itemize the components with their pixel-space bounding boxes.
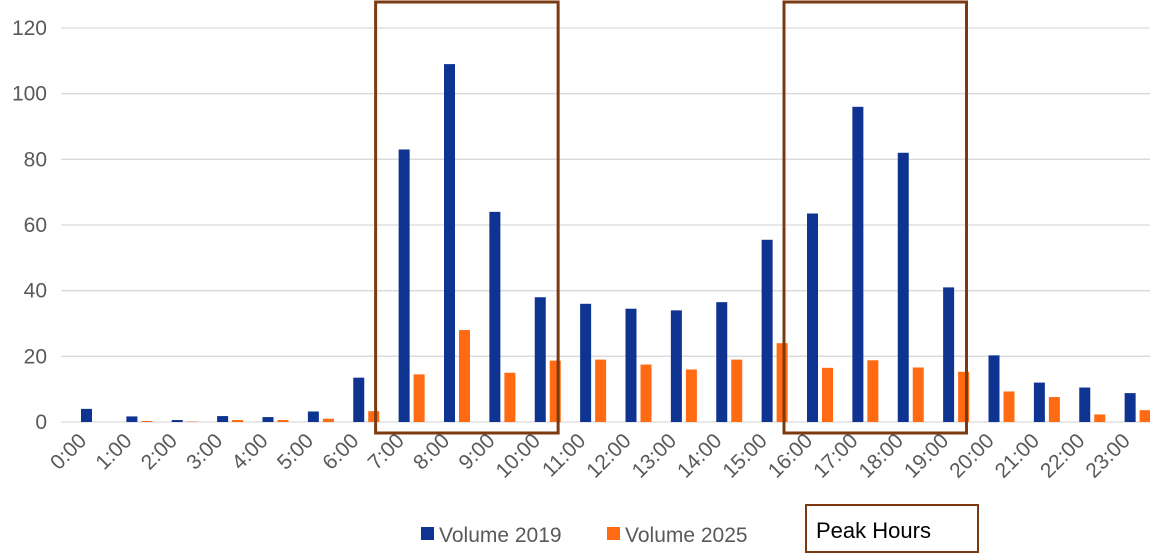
bar-volume-2019-2000 — [988, 355, 1000, 422]
bar-volume-2019-1900 — [943, 287, 955, 422]
bar-volume-2019-1600 — [807, 213, 818, 422]
x-tick-label: 21:00 — [991, 429, 1044, 482]
legend-label-volume-2019: Volume 2019 — [439, 524, 562, 547]
peak-hours-box-1 — [374, 0, 560, 435]
x-tick-label: 16:00 — [764, 429, 817, 482]
x-tick-label: 19:00 — [900, 429, 953, 482]
bar-volume-2025-500 — [322, 418, 334, 422]
bar-volume-2019-2100 — [1033, 382, 1045, 422]
peak-hours-callout-box — [805, 504, 979, 553]
bar-volume-2019-700 — [398, 149, 410, 422]
legend: Volume 2019 Volume 2025 — [421, 524, 748, 547]
bar-volume-2019-1400 — [716, 302, 728, 422]
y-tick-label: 60 — [24, 214, 47, 237]
bar-volume-2019-100 — [126, 416, 138, 422]
bar-volume-2019-400 — [262, 417, 274, 422]
bar-volume-2025-1100 — [595, 359, 607, 422]
x-tick-label: 7:00 — [364, 429, 409, 474]
bar-volume-2025-300 — [232, 420, 244, 422]
y-tick-label: 100 — [12, 83, 47, 106]
x-tick-label: 10:00 — [492, 429, 545, 482]
y-tick-label: 40 — [24, 280, 47, 303]
bar-volume-2019-1500 — [761, 239, 773, 422]
x-tick-label: 22:00 — [1036, 429, 1089, 482]
y-tick-label: 120 — [12, 17, 47, 40]
x-tick-label: 0:00 — [46, 429, 91, 474]
bar-volume-2019-1200 — [625, 308, 637, 422]
x-tick-label: 5:00 — [273, 429, 318, 474]
bar-volume-2019-1300 — [670, 310, 682, 422]
x-tick-label: 23:00 — [1081, 429, 1134, 482]
bar-volume-2025-1200 — [640, 364, 652, 422]
x-tick-label: 18:00 — [855, 429, 908, 482]
bars — [81, 64, 1150, 423]
y-axis-ticks: 0 20 40 60 80 100 120 — [12, 17, 47, 434]
legend-label-volume-2025: Volume 2025 — [625, 524, 748, 547]
bar-volume-2025-700 — [413, 374, 425, 422]
bar-volume-2025-600 — [368, 411, 380, 422]
x-tick-label: 12:00 — [582, 429, 635, 482]
x-tick-label: 1:00 — [91, 429, 136, 474]
bar-volume-2019-500 — [307, 411, 319, 422]
bar-volume-2019-200 — [171, 420, 183, 422]
bar-volume-2025-1800 — [912, 367, 924, 422]
bar-volume-2025-1500 — [776, 343, 788, 422]
annotations — [374, 0, 968, 435]
x-tick-label: 6:00 — [318, 429, 363, 474]
bar-volume-2019-1100 — [580, 303, 592, 422]
gridlines — [61, 27, 1150, 423]
bar-volume-2019-900 — [489, 211, 501, 422]
bar-volume-2025-1400 — [731, 359, 743, 422]
bar-volume-2019-1000 — [534, 297, 546, 422]
bar-volume-2025-100 — [141, 421, 153, 422]
peak-hours-box-2 — [782, 0, 968, 435]
x-tick-label: 15:00 — [718, 429, 771, 482]
legend-swatch-volume-2019 — [421, 527, 434, 540]
x-tick-label: 4:00 — [228, 429, 273, 474]
bar-volume-2025-2300 — [1139, 410, 1150, 422]
y-tick-label: 20 — [24, 345, 47, 368]
x-tick-label: 13:00 — [628, 429, 681, 482]
bar-volume-2019-1700 — [852, 106, 864, 423]
bar-volume-2025-1900 — [958, 371, 970, 422]
bar-volume-2025-1700 — [867, 360, 879, 422]
x-axis-ticks: 0:00 1:00 2:00 3:00 4:00 5:00 6:00 7:00 8:00 9:00… — [46, 429, 1135, 482]
bar-volume-2019-600 — [353, 377, 365, 422]
x-tick-label: 8:00 — [409, 429, 454, 474]
bar-volume-2019-2300 — [1124, 393, 1136, 422]
x-tick-label: 17:00 — [809, 429, 862, 482]
bar-volume-2019-1800 — [897, 152, 909, 422]
bar-volume-2019-2200 — [1079, 387, 1091, 422]
peak-hours-callout-label: Peak Hours — [816, 518, 931, 543]
x-tick-label: 3:00 — [182, 429, 227, 474]
x-tick-label: 11:00 — [538, 429, 590, 481]
bar-volume-2025-400 — [277, 420, 289, 422]
x-tick-label: 14:00 — [673, 429, 726, 482]
legend-swatch-volume-2025 — [607, 527, 620, 540]
peak-hours-callout: Peak Hours — [805, 504, 979, 553]
bar-volume-2025-2100 — [1048, 397, 1060, 422]
bar-volume-2025-2200 — [1094, 414, 1106, 422]
x-tick-label: 2:00 — [137, 429, 182, 474]
bar-volume-2025-900 — [504, 372, 516, 422]
bar-volume-2025-1300 — [685, 369, 697, 422]
bar-volume-2025-800 — [459, 330, 470, 422]
bar-volume-2025-2000 — [1003, 391, 1015, 422]
bar-volume-2019-000 — [81, 408, 92, 422]
x-tick-label: 20:00 — [945, 429, 998, 482]
y-tick-label: 0 — [35, 411, 47, 434]
bar-volume-2025-1600 — [822, 367, 833, 422]
bar-volume-2025-1000 — [549, 360, 561, 422]
bar-volume-2019-800 — [444, 64, 455, 422]
y-tick-label: 80 — [24, 148, 47, 171]
bar-volume-2019-300 — [217, 416, 229, 422]
